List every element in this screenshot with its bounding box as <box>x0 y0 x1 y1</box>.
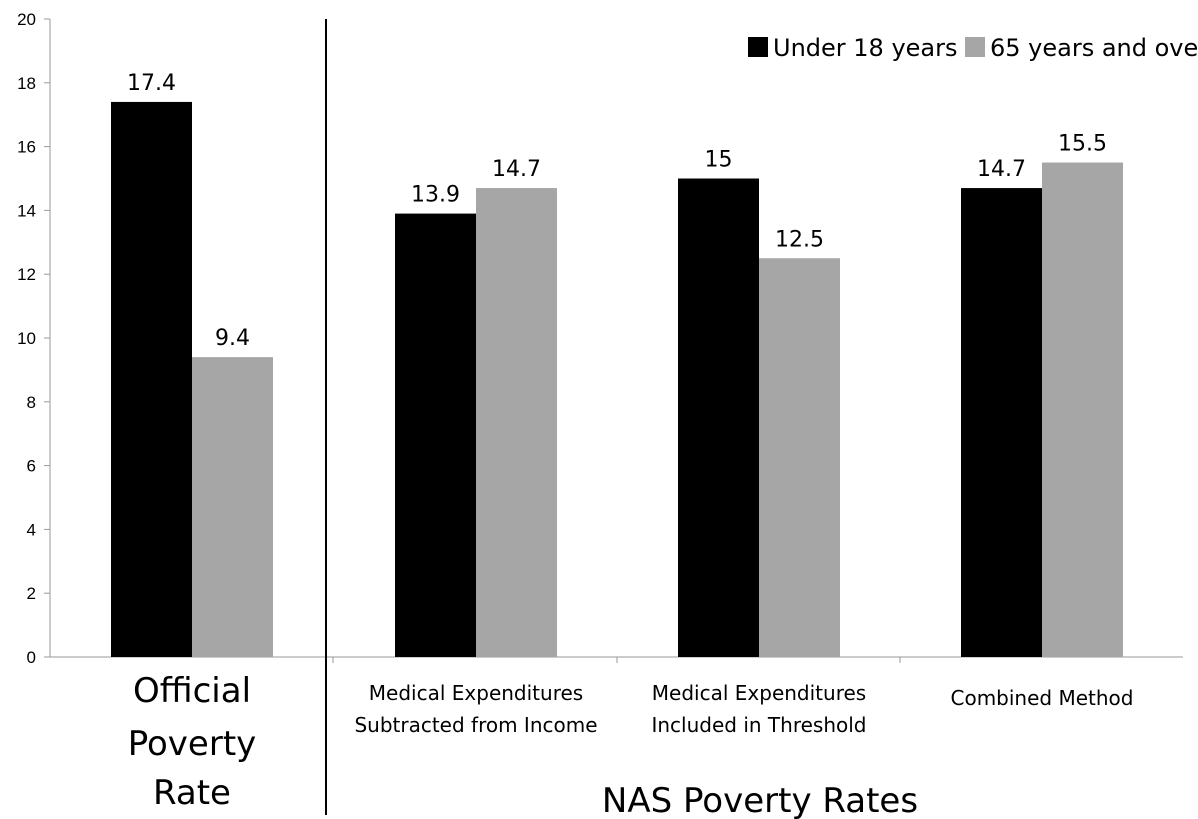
data-label: 15 <box>705 148 733 173</box>
bars <box>111 101 1123 658</box>
y-tick-label: 12 <box>17 265 36 284</box>
legend-label: 65 years and over <box>990 34 1198 62</box>
y-tick-label: 6 <box>27 457 36 476</box>
category-label: Combined Method <box>951 686 1134 710</box>
bar <box>192 357 273 657</box>
bar <box>111 101 192 657</box>
bar <box>1042 162 1123 658</box>
y-tick-label: 10 <box>17 329 36 348</box>
data-label: 14.7 <box>492 157 541 182</box>
bar <box>476 188 557 657</box>
category-label: Rate <box>153 773 231 813</box>
category-label: Official <box>133 671 251 711</box>
legend-swatch <box>748 37 768 57</box>
y-tick-label: 20 <box>17 10 36 29</box>
y-tick-label: 4 <box>27 520 36 539</box>
category-label: Subtracted from Income <box>354 713 597 737</box>
legend-swatch <box>965 37 985 57</box>
data-label: 13.9 <box>411 183 460 208</box>
labels: 17.4 13.9 15 14.7 9.4 14.7 12.5 15.5 Official Pov… <box>127 71 1133 819</box>
bar <box>961 188 1042 657</box>
data-label: 15.5 <box>1058 132 1107 157</box>
data-label: 17.4 <box>127 71 176 96</box>
bar <box>678 178 759 657</box>
data-label: 14.7 <box>977 157 1026 182</box>
y-tick-label: 18 <box>17 74 36 93</box>
legend-label: Under 18 years <box>773 34 958 62</box>
category-label: Included in Threshold <box>651 713 866 737</box>
category-label: Medical Expenditures <box>369 681 583 705</box>
legend: Under 18 years 65 years and over <box>748 34 1198 62</box>
data-label: 9.4 <box>215 326 250 351</box>
bar <box>759 258 840 657</box>
bar <box>395 213 476 657</box>
y-tick-label: 14 <box>17 201 36 220</box>
y-tick-label: 8 <box>27 393 36 412</box>
y-tick-label: 0 <box>27 648 36 667</box>
category-label: Medical Expenditures <box>652 681 866 705</box>
category-label: Poverty <box>128 724 257 764</box>
y-tick-label: 16 <box>17 138 36 157</box>
y-tick-label: 2 <box>27 584 36 603</box>
data-label: 12.5 <box>775 227 824 252</box>
group-label: NAS Poverty Rates <box>602 781 918 819</box>
